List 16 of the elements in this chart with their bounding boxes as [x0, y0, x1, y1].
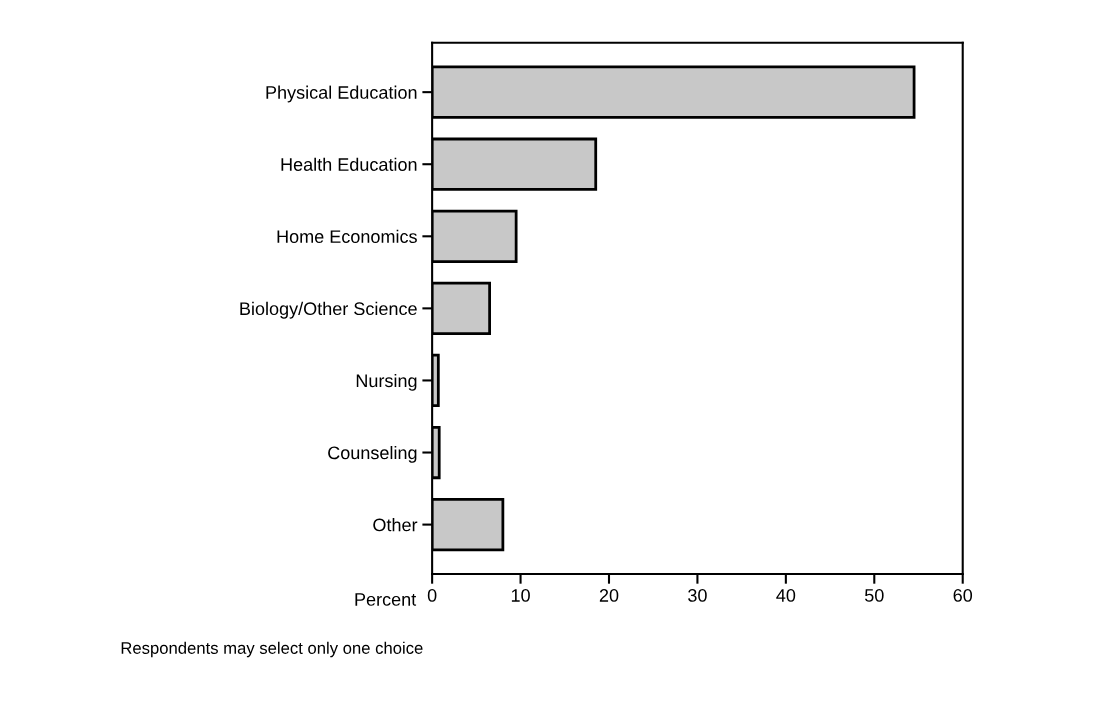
- x-tick-label: 30: [688, 589, 707, 602]
- x-tick-label: 20: [599, 589, 619, 602]
- y-tick-label: Other: [373, 518, 418, 532]
- x-axis-title: Percent: [355, 593, 417, 606]
- y-tick-label: Nursing: [356, 373, 417, 391]
- x-tick-label: 10: [511, 589, 530, 602]
- x-tick-label: 40: [776, 589, 796, 602]
- y-tick-label: Biology/Other Science: [240, 301, 417, 319]
- y-tick-label: Physical Education: [266, 85, 417, 103]
- y-tick-label: Counseling: [328, 445, 417, 463]
- text: Respondents may select only one choice: [121, 641, 423, 658]
- y-tick-label: Health Education: [281, 157, 417, 171]
- x-tick-label: 60: [953, 589, 973, 602]
- y-tick-label: Home Economics: [277, 229, 417, 244]
- x-tick-label: 0: [427, 589, 437, 602]
- x-tick-label: 50: [864, 589, 884, 602]
